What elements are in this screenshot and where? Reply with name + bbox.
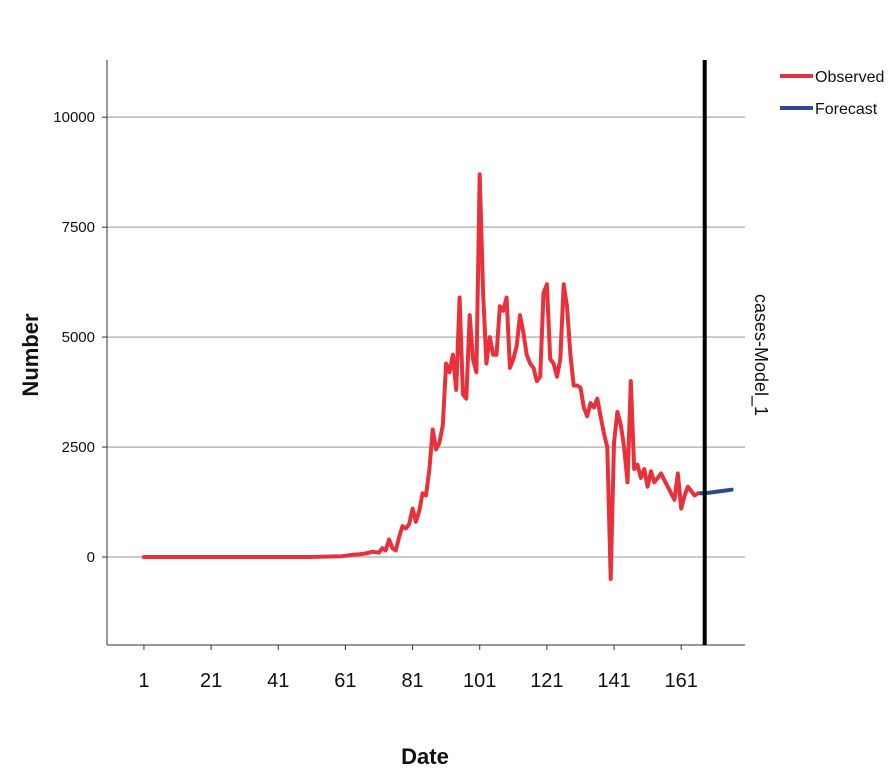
series-line-observed	[141, 172, 704, 581]
y-axis-ticks: 0 2500 5000 7500 10000	[53, 109, 107, 566]
x-tick-label: 61	[334, 670, 356, 692]
panel-label: cases-Model_1	[750, 294, 771, 416]
x-tick-label: 161	[665, 670, 698, 692]
legend: Observed Forecast	[780, 69, 884, 118]
legend-label-forecast: Forecast	[815, 101, 878, 118]
legend-label-observed: Observed	[815, 69, 884, 86]
y-tick-label: 10000	[53, 109, 95, 126]
x-tick-label: 21	[200, 670, 222, 692]
x-tick-label: 141	[597, 670, 630, 692]
y-tick-label: 0	[87, 549, 95, 566]
x-tick-label: 121	[530, 670, 563, 692]
x-tick-label: 81	[401, 670, 423, 692]
x-tick-label: 41	[267, 670, 289, 692]
x-tick-label: 101	[463, 670, 496, 692]
y-tick-label: 2500	[62, 439, 95, 456]
axes	[106, 60, 745, 646]
y-tick-label: 5000	[62, 329, 95, 346]
gridlines	[107, 116, 745, 558]
y-tick-label: 7500	[62, 219, 95, 236]
x-axis-ticks: 1 21 41 61 81 101 121 141 161	[138, 645, 698, 692]
y-axis-title: Number	[18, 313, 43, 397]
series-layer	[141, 172, 734, 581]
x-tick-label: 1	[138, 670, 149, 692]
x-axis-title: Date	[401, 744, 449, 769]
